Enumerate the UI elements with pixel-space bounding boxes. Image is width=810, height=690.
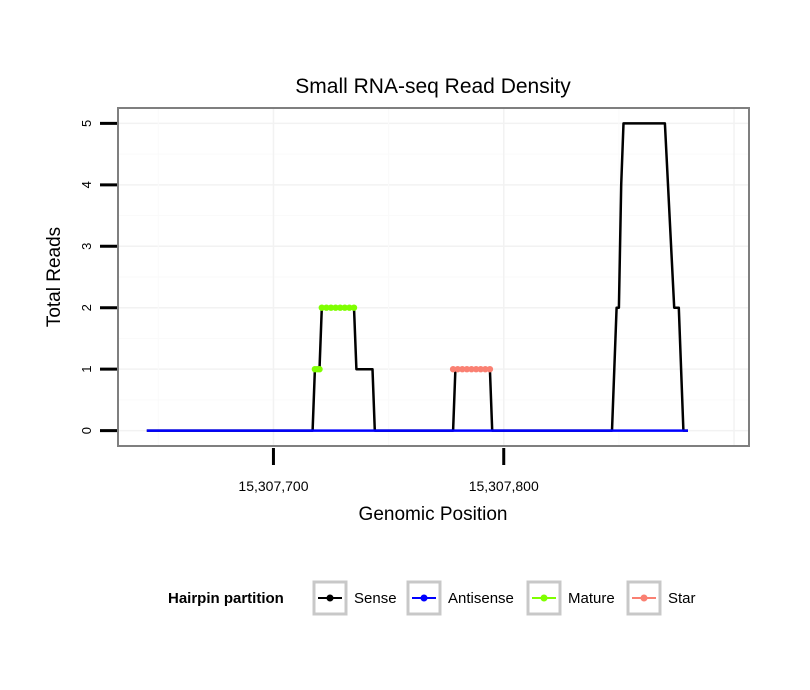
legend-item-star: Star	[626, 580, 696, 616]
y-tick-label: 1	[79, 366, 94, 373]
legend-key-point-mature	[540, 594, 548, 602]
y-axis: 0 1 2 3 4 5	[79, 120, 117, 434]
data-series	[146, 122, 688, 432]
y-tick-label: 4	[79, 181, 94, 188]
data-point-mature	[327, 304, 335, 311]
legend-key-point-antisense	[420, 594, 428, 602]
chart-title: Small RNA-seq Read Density	[295, 75, 571, 98]
series-line-sense	[146, 122, 688, 432]
data-point-mature	[346, 304, 353, 311]
data-point-mature	[323, 304, 330, 311]
x-tick-label: 15,307,700	[238, 478, 308, 494]
legend-item-antisense: Antisense	[406, 580, 514, 616]
series-points-mature	[311, 304, 358, 373]
y-tick-label: 3	[79, 243, 94, 250]
legend-label-sense: Sense	[354, 590, 397, 607]
data-point-mature	[341, 304, 348, 311]
y-tick-label: 2	[79, 304, 94, 311]
legend-key-point-sense	[326, 594, 334, 602]
data-point-mature	[316, 366, 323, 373]
series-points-star	[449, 366, 494, 373]
legend-item-sense: Sense	[312, 580, 397, 616]
x-axis-label: Genomic Position	[359, 504, 508, 525]
data-point-star	[449, 366, 457, 373]
legend-title: Hairpin partition	[168, 590, 284, 607]
data-point-star	[463, 366, 471, 373]
x-axis: 15,307,700 15,307,800	[238, 448, 539, 494]
data-point-mature	[350, 304, 358, 311]
data-point-star	[468, 366, 475, 373]
x-tick-label: 15,307,800	[469, 478, 539, 494]
y-tick-label: 0	[79, 427, 94, 434]
data-point-star	[459, 366, 466, 373]
y-axis-label: Total Reads	[44, 227, 65, 327]
plot-border	[117, 107, 750, 447]
data-point-star	[477, 366, 484, 373]
legend-label-mature: Mature	[568, 590, 615, 607]
data-point-mature	[337, 304, 344, 311]
data-point-star	[454, 366, 461, 373]
legend: Hairpin partition Sense Antisense Mature St…	[168, 580, 696, 616]
legend-key-point-star	[640, 594, 648, 602]
data-point-mature	[318, 304, 325, 311]
grid-lines	[118, 108, 749, 446]
legend-label-antisense: Antisense	[448, 590, 514, 607]
y-tick-label: 5	[79, 120, 94, 127]
legend-item-mature: Mature	[526, 580, 615, 616]
data-point-star	[482, 366, 489, 373]
data-point-mature	[332, 304, 339, 311]
legend-label-star: Star	[668, 590, 696, 607]
data-point-star	[486, 366, 494, 373]
data-point-star	[472, 366, 480, 373]
